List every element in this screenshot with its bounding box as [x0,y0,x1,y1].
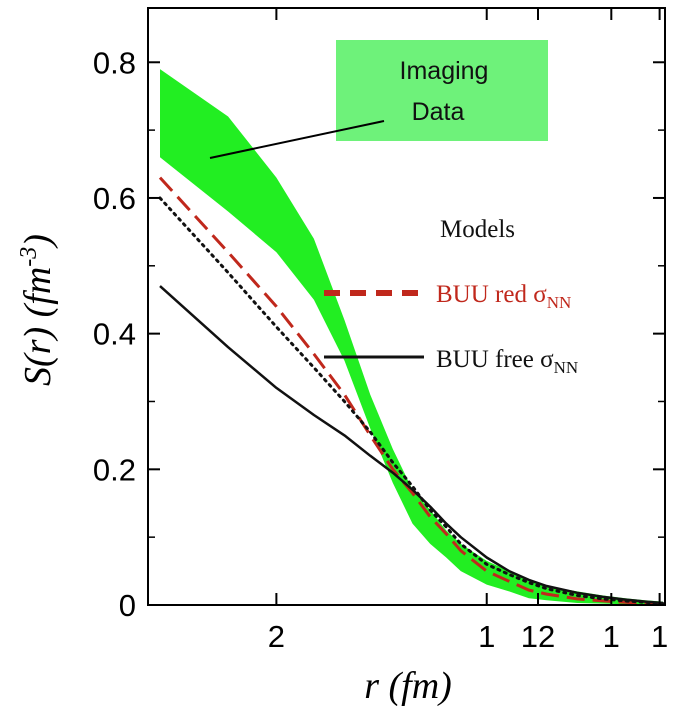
legend-red-label-main: BUU red σ [436,281,547,308]
y-tick-label: 0.4 [93,317,136,352]
legend-title: Models [440,216,515,243]
x-tick-label: 1 [478,619,495,654]
y-axis-title: S(r) (fm-3) [16,234,59,386]
annotation-line1: Imaging [400,57,489,85]
y-axis-title-close: ) [17,234,59,249]
y-tick-label: 0.6 [93,181,136,216]
y-tick-label: 0.8 [93,45,136,80]
x-tick-label: 1 [603,619,620,654]
x-tick-label: 1 [651,619,668,654]
legend-free-label-main: BUU free σ [436,346,554,373]
series-line-buu-red [158,176,664,606]
x-tick-label: 2 [268,619,285,654]
annotation-line2: Data [412,98,465,126]
y-tick-label: 0 [119,588,136,623]
x-tick-label: 12 [521,619,555,654]
imaging-data-band-layer [160,69,663,606]
series-line-dotted [158,196,665,606]
series-line-buu-free [159,285,664,605]
legend-red-label: BUU red σNN [436,281,571,312]
annotation-pointer-line [209,120,385,159]
imaging-data-band [160,69,663,606]
x-axis-title: r (fm) [364,665,452,707]
legend-free-label: BUU free σNN [436,346,578,377]
y-axis-title-superscript: -3 [16,247,42,267]
y-tick-label: 0.2 [93,452,136,487]
tick-layer: 00.20.40.60.82 1 12 1 1 [93,8,668,654]
series-layer [158,176,665,606]
legend-free-label-sub: NN [554,358,579,377]
plot-frame [147,7,666,606]
y-axis-title-main: S(r) (fm [17,267,59,386]
legend-red-label-sub: NN [547,293,572,312]
